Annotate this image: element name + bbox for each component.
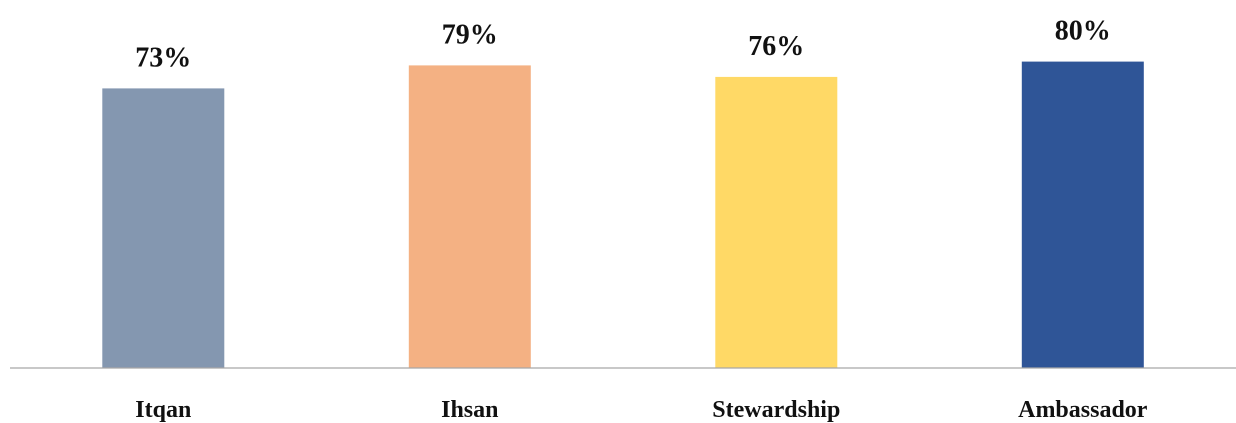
bar-itqan [102,88,225,369]
value-label-itqan: 73% [135,42,191,73]
bars-group [102,61,1144,369]
value-label-ihsan: 79% [442,19,498,50]
category-label-ambassador: Ambassador [1018,397,1148,423]
category-label-ihsan: Ihsan [441,397,498,423]
category-label-stewardship: Stewardship [712,397,840,423]
bar-stewardship [715,76,838,369]
bar-ambassador [1021,61,1144,368]
value-labels-group: 73% 79% 76% 80% [135,16,1111,74]
category-label-itqan: Itqan [135,397,191,423]
bar-ihsan [408,65,531,369]
category-labels-group: Itqan Ihsan Stewardship Ambassador [135,397,1148,423]
value-label-stewardship: 76% [748,31,804,62]
value-label-ambassador: 80% [1055,16,1111,47]
